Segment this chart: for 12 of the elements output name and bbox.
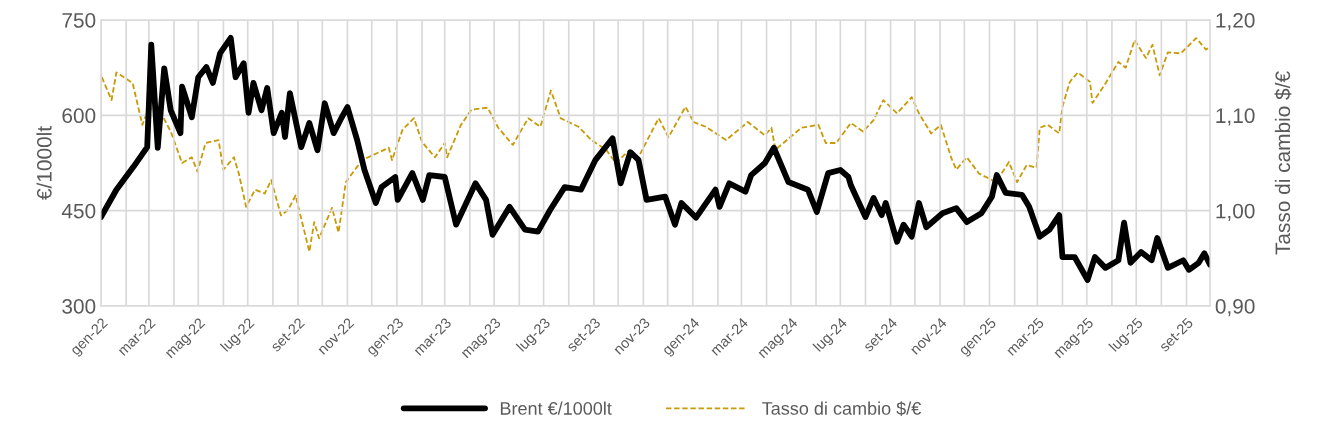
y-tick-label: 600 <box>62 108 96 124</box>
y-tick-label: 450 <box>61 203 96 219</box>
y2-tick-label: 1,20 <box>1216 13 1255 31</box>
y2-tick-label: 0,90 <box>1215 299 1255 317</box>
y2-tick-label: 1,10 <box>1216 108 1255 126</box>
y-axis-title: €/1000lt <box>36 126 52 200</box>
y2-axis-title: Tasso di cambio $/€ <box>1274 71 1292 255</box>
legend-label: Tasso di cambio $/€ <box>762 401 922 416</box>
y-tick-label: 750 <box>62 13 96 28</box>
y2-tick-label: 1,00 <box>1216 203 1255 221</box>
y-tick-label: 300 <box>62 299 96 314</box>
legend-label: Brent €/1000lt <box>500 401 612 415</box>
